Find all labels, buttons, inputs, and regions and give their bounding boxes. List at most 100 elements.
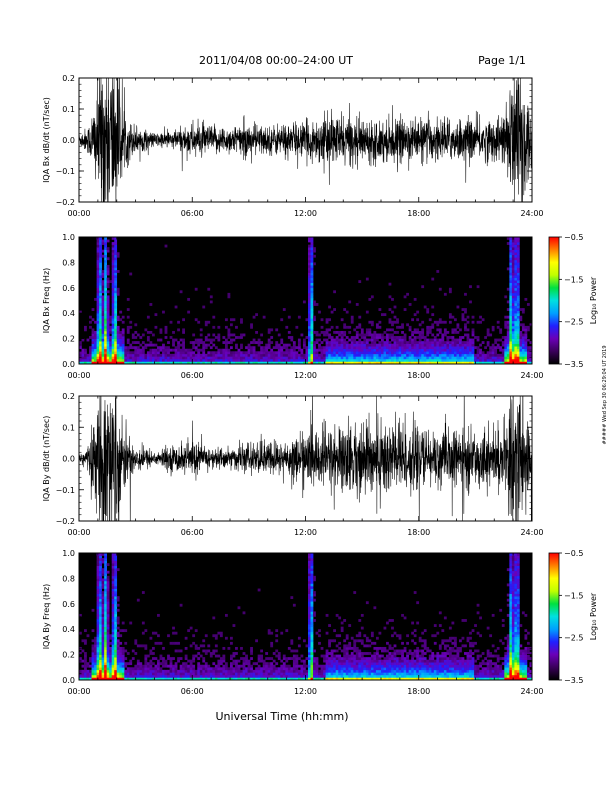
spectrogram-cell	[182, 675, 185, 678]
spectrogram-cell	[444, 644, 447, 647]
spectrogram-cell	[124, 359, 127, 362]
spectrogram-cell	[84, 328, 87, 331]
spectrogram-cell	[240, 346, 243, 349]
y-tick-label: 0.2	[62, 392, 75, 401]
spectrogram-cell	[308, 624, 311, 627]
spectrogram-cell	[406, 655, 409, 658]
spectrogram-cell	[326, 351, 329, 354]
spectrogram-cell	[172, 349, 175, 352]
spectrogram-cell	[192, 359, 195, 362]
spectrogram-cell	[346, 346, 349, 349]
spectrogram-cell	[346, 351, 349, 354]
spectrogram-cell	[336, 356, 339, 359]
spectrogram-cell	[114, 339, 117, 342]
spectrogram-cell	[243, 652, 246, 655]
spectrogram-cell	[114, 323, 117, 326]
spectrogram-cell	[389, 657, 392, 660]
spectrogram-cell	[212, 356, 215, 359]
spectrogram-cell	[165, 672, 168, 675]
spectrogram-cell	[524, 356, 527, 359]
spectrogram-cell	[514, 278, 517, 281]
spectrogram-cell	[147, 655, 150, 658]
spectrogram-cell	[112, 594, 115, 597]
spectrogram-cell	[144, 328, 147, 331]
spectrogram-cell	[122, 346, 125, 349]
spectrogram-cell	[336, 650, 339, 653]
spectrogram-cell	[472, 665, 475, 668]
spectrogram-cell	[175, 665, 178, 668]
spectrogram-cell	[424, 351, 427, 354]
spectrogram-cell	[404, 657, 407, 660]
spectrogram-cell	[233, 624, 236, 627]
spectrogram-cell	[429, 359, 432, 362]
spectrogram-cell	[104, 614, 107, 617]
spectrogram-cell	[114, 599, 117, 602]
spectrogram-cell	[162, 647, 165, 650]
spectrogram-cell	[527, 356, 530, 359]
spectrogram-cell	[507, 331, 510, 334]
spectrogram-cell	[92, 308, 95, 311]
spectrogram-cell	[207, 665, 210, 668]
spectrogram-cell	[144, 662, 147, 665]
spectrogram-cell	[177, 346, 180, 349]
spectrogram-cell	[162, 665, 165, 668]
spectrogram-cell	[457, 652, 460, 655]
spectrogram-cell	[356, 655, 359, 658]
spectrogram-cell	[373, 359, 376, 362]
spectrogram-cell	[313, 247, 316, 250]
spectrogram-cell	[509, 331, 512, 334]
spectrogram-cell	[361, 341, 364, 344]
spectrogram-cell	[509, 351, 512, 354]
spectrogram-cell	[122, 675, 125, 678]
spectrogram-cell	[109, 346, 112, 349]
spectrogram-cell	[311, 288, 314, 291]
spectrogram-cell	[384, 331, 387, 334]
spectrogram-cell	[298, 665, 301, 668]
spectrogram-cell	[509, 280, 512, 283]
spectrogram-cell	[389, 283, 392, 286]
x-tick-label: 12:00	[294, 209, 317, 218]
spectrogram-cell	[308, 558, 311, 561]
spectrogram-cell	[386, 670, 389, 673]
spectrogram-cell	[449, 313, 452, 316]
spectrogram-cell	[99, 672, 102, 675]
spectrogram-cell	[255, 639, 258, 642]
spectrogram-cell	[227, 328, 230, 331]
spectrogram-cell	[134, 672, 137, 675]
spectrogram-cell	[97, 316, 100, 319]
spectrogram-cell	[107, 313, 110, 316]
spectrogram-cell	[358, 334, 361, 337]
spectrogram-cell	[102, 303, 105, 306]
spectrogram-cell	[117, 354, 120, 357]
spectrogram-cell	[336, 331, 339, 334]
spectrogram-cell	[107, 665, 110, 668]
spectrogram-cell	[112, 642, 115, 645]
spectrogram-cell	[114, 262, 117, 265]
spectrogram-cell	[207, 359, 210, 362]
spectrogram-cell	[313, 349, 316, 352]
spectrogram-cell	[92, 672, 95, 675]
spectrogram-cell	[205, 321, 208, 324]
spectrogram-cell	[117, 293, 120, 296]
spectrogram-cell	[240, 665, 243, 668]
spectrogram-cell	[160, 670, 163, 673]
spectrogram-cell	[313, 344, 316, 347]
spectrogram-cell	[92, 655, 95, 658]
spectrogram-cell	[419, 667, 422, 670]
spectrogram-cell	[353, 644, 356, 647]
spectrogram-cell	[416, 351, 419, 354]
spectrogram-cell	[308, 354, 311, 357]
spectrogram-cell	[308, 672, 311, 675]
spectrogram-cell	[338, 346, 341, 349]
spectrogram-cell	[217, 334, 220, 337]
spectrogram-cell	[311, 245, 314, 248]
spectrogram-cell	[449, 667, 452, 670]
spectrogram-cell	[323, 331, 326, 334]
spectrogram-cell	[311, 280, 314, 283]
spectrogram-cell	[102, 660, 105, 663]
spectrogram-cell	[358, 280, 361, 283]
spectrogram-cell	[253, 672, 256, 675]
spectrogram-cell	[109, 662, 112, 665]
spectrogram-cell	[527, 303, 530, 306]
spectrogram-cell	[89, 672, 92, 675]
